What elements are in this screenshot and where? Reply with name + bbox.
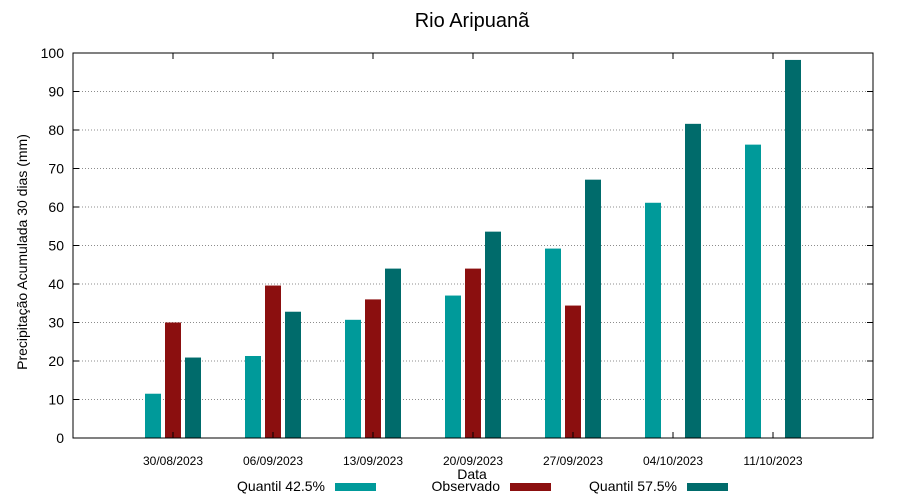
legend-label: Quantil 42.5% bbox=[237, 478, 325, 494]
x-ticks: 30/08/2023 06/09/2023 13/09/2023 20/09/2023… bbox=[143, 53, 803, 468]
y-tick-label: 50 bbox=[48, 238, 64, 254]
legend-swatch bbox=[687, 483, 728, 491]
x-tick-label: 11/10/2023 bbox=[743, 454, 802, 468]
y-tick-label: 60 bbox=[48, 199, 64, 215]
y-tick-label: 90 bbox=[48, 84, 64, 100]
x-axis-label: Data bbox=[457, 466, 487, 482]
legend-label: Quantil 57.5% bbox=[589, 478, 677, 494]
x-tick-label: 27/09/2023 bbox=[543, 454, 603, 468]
bar-observado-3 bbox=[465, 268, 481, 438]
bar-quantil-57-5-0 bbox=[185, 357, 201, 438]
bar-quantil-57-5-1 bbox=[285, 311, 301, 438]
bar-observado-4 bbox=[565, 305, 581, 438]
y-ticks: 0 10 20 30 40 50 60 70 80 90 100 bbox=[41, 45, 873, 446]
x-tick-label: 30/08/2023 bbox=[143, 454, 203, 468]
bar-quantil-42-5-6 bbox=[745, 144, 761, 438]
bar-quantil-42-5-3 bbox=[445, 295, 461, 438]
bar-quantil-57-5-6 bbox=[785, 59, 801, 439]
y-tick-label: 40 bbox=[48, 276, 64, 292]
bars bbox=[145, 59, 801, 439]
legend-swatch bbox=[335, 483, 376, 491]
y-tick-label: 80 bbox=[48, 122, 64, 138]
bar-quantil-42-5-5 bbox=[645, 202, 661, 438]
bar-quantil-57-5-5 bbox=[685, 123, 701, 438]
x-tick-label: 13/09/2023 bbox=[343, 454, 403, 468]
y-tick-label: 30 bbox=[48, 315, 64, 331]
bar-observado-0 bbox=[165, 322, 181, 438]
bar-quantil-42-5-2 bbox=[345, 319, 361, 438]
bar-observado-2 bbox=[365, 299, 381, 438]
bar-quantil-57-5-4 bbox=[585, 179, 601, 439]
bar-quantil-57-5-2 bbox=[385, 268, 401, 438]
x-tick-label: 20/09/2023 bbox=[443, 454, 503, 468]
bar-quantil-42-5-1 bbox=[245, 355, 261, 438]
legend-swatch bbox=[510, 483, 551, 491]
y-tick-label: 20 bbox=[48, 353, 64, 369]
chart-title: Rio Aripuanã bbox=[415, 10, 530, 32]
y-tick-label: 70 bbox=[48, 161, 64, 177]
bar-quantil-57-5-3 bbox=[485, 231, 501, 438]
x-tick-label: 06/09/2023 bbox=[243, 454, 303, 468]
bar-quantil-42-5-0 bbox=[145, 393, 161, 438]
x-tick-label: 04/10/2023 bbox=[643, 454, 703, 468]
legend: Quantil 42.5% Observado Quantil 57.5% bbox=[237, 478, 728, 494]
y-tick-label: 0 bbox=[56, 430, 64, 446]
legend-label: Observado bbox=[432, 478, 501, 494]
bar-quantil-42-5-4 bbox=[545, 248, 561, 438]
y-tick-label: 10 bbox=[48, 392, 64, 408]
y-tick-label: 100 bbox=[41, 45, 65, 61]
y-axis-label: Precipitação Acumulada 30 dias (mm) bbox=[14, 134, 30, 370]
bar-observado-1 bbox=[265, 285, 281, 438]
